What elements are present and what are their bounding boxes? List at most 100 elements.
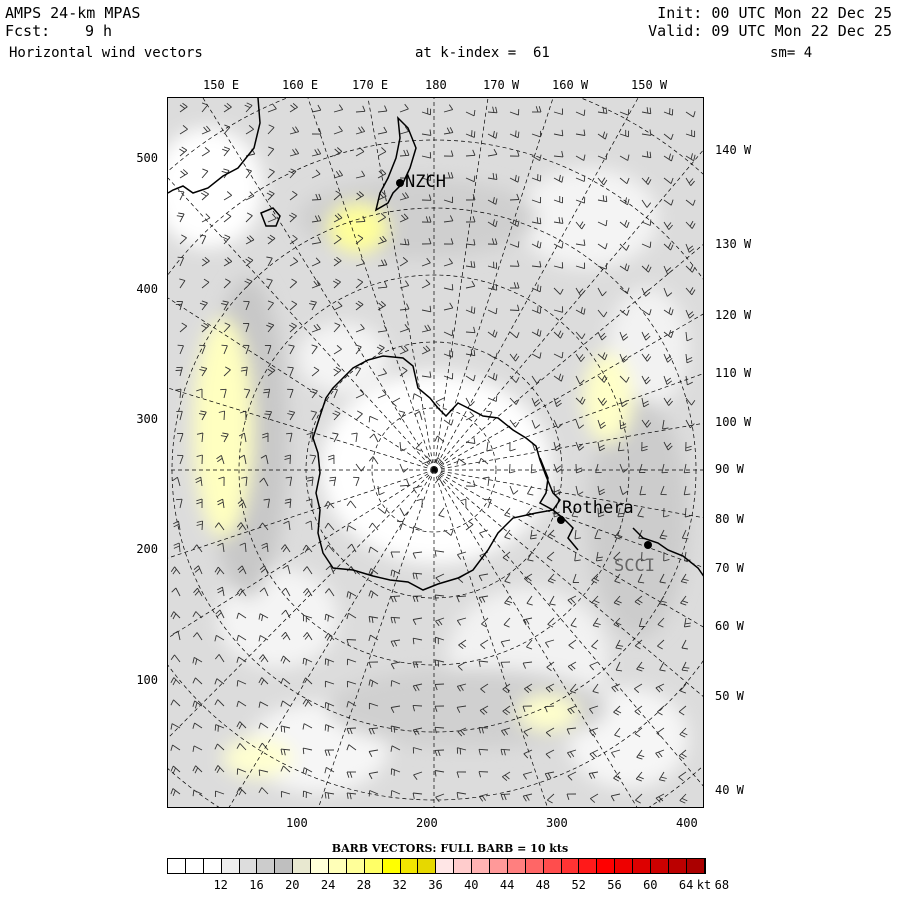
wind-barb-flag: [618, 449, 625, 452]
wind-barb: [289, 412, 296, 421]
wind-barb: [465, 415, 475, 421]
wind-barb-flag: [248, 125, 254, 130]
wind-barb-flag: [434, 706, 438, 712]
wind-barb: [347, 591, 357, 597]
x-tick-label: 400: [676, 816, 698, 830]
wind-barb-flag: [199, 302, 206, 306]
wind-barb-flag: [438, 514, 445, 518]
wind-barb-flag: [556, 402, 562, 407]
wind-barb: [683, 617, 687, 627]
wind-barb: [215, 790, 225, 795]
wind-barb-flag: [368, 456, 374, 462]
wind-barb-flag: [611, 752, 616, 758]
wind-barb-flag: [302, 658, 305, 665]
wind-barb: [413, 526, 423, 531]
wind-barb-flag: [203, 278, 210, 283]
wind-barb: [413, 485, 423, 489]
wind-barb: [619, 221, 628, 229]
wind-barb: [399, 349, 409, 355]
wind-barb-flag: [645, 292, 651, 297]
colorbar-level-label: 16: [249, 878, 264, 892]
wind-barb: [570, 617, 577, 626]
wind-barb-flag: [516, 193, 520, 200]
wind-barb-flag: [223, 168, 230, 172]
wind-barb-flag: [525, 618, 530, 625]
wind-barb-flag: [681, 669, 689, 672]
colorbar-level-label: 40: [464, 878, 479, 892]
wind-barb-flag: [516, 150, 520, 157]
wind-barb-flag: [644, 376, 650, 382]
wind-barb: [237, 679, 247, 685]
wind-barb: [685, 331, 688, 341]
wind-barb-flag: [317, 215, 322, 221]
wind-barb-flag: [556, 468, 563, 473]
wind-barb-flag: [638, 776, 644, 780]
wind-barb-flag: [370, 592, 374, 599]
wind-barb: [377, 240, 387, 245]
wind-barb-flag: [545, 753, 551, 759]
wind-barb-flag: [634, 733, 641, 738]
wind-barb: [465, 331, 476, 334]
wind-barb: [567, 771, 577, 777]
wind-barb-flag: [504, 709, 511, 714]
wind-barb-flag: [214, 678, 218, 685]
wind-barb-flag: [470, 349, 473, 356]
wind-barb: [509, 111, 519, 116]
wind-barb-flag: [338, 170, 343, 176]
wind-barb-flag: [217, 498, 223, 503]
wind-barb-flag: [555, 465, 562, 470]
wind-barb: [289, 345, 295, 355]
wind-barb: [355, 328, 365, 333]
wind-barb-flag: [346, 591, 349, 598]
wind-barb: [641, 265, 649, 273]
wind-barb-flag: [288, 324, 295, 329]
wind-barb-flag: [203, 126, 208, 132]
wind-barb-flag: [403, 345, 409, 351]
lon-label-right: 140 W: [715, 143, 752, 157]
wind-barb: [245, 323, 250, 333]
wind-barb: [223, 281, 231, 289]
wind-barb-flag: [263, 388, 270, 391]
wind-barb-flag: [637, 599, 643, 604]
wind-barb: [435, 594, 445, 597]
wind-barb-flag: [560, 332, 564, 339]
wind-barb: [245, 259, 254, 267]
wind-barb: [289, 153, 299, 157]
wind-barb-flag: [691, 266, 696, 273]
wind-barb: [289, 106, 298, 113]
wind-barb-flag: [202, 258, 208, 264]
y-tick-label: 400: [136, 282, 158, 296]
wind-barb-flag: [578, 288, 584, 294]
colorbar-cell: [239, 859, 258, 873]
wind-barb-flag: [647, 179, 652, 185]
wind-barb: [179, 389, 182, 399]
wind-barb-flag: [224, 234, 231, 238]
wind-barb: [399, 285, 409, 289]
colorbar-cell: [543, 859, 562, 873]
wind-barb: [597, 441, 601, 451]
wind-barb-flag: [368, 616, 371, 623]
lon-label-right: 50 W: [715, 689, 744, 703]
wind-barb-flag: [192, 632, 198, 638]
wind-barb-flag: [434, 478, 440, 484]
wind-barb: [595, 551, 599, 561]
wind-speed-colorbar: [167, 858, 706, 874]
wind-barb: [325, 701, 335, 707]
wind-barb-flag: [382, 235, 387, 242]
wind-barb-flag: [494, 331, 498, 338]
wind-barb: [303, 747, 313, 751]
wind-barb-flag: [534, 399, 540, 404]
wind-barb: [531, 375, 538, 384]
wind-barb-flag: [590, 798, 596, 803]
wind-barb: [311, 284, 321, 289]
wind-barb-flag: [216, 586, 223, 591]
wind-barb-flag: [649, 107, 652, 114]
wind-barb-flag: [368, 662, 372, 669]
wind-barb: [346, 727, 357, 729]
wind-barb: [305, 677, 313, 685]
wind-barb: [678, 705, 687, 713]
wind-barb: [641, 177, 649, 185]
wind-barb: [523, 771, 533, 775]
wind-barb: [658, 595, 665, 604]
wind-barb: [594, 529, 599, 539]
